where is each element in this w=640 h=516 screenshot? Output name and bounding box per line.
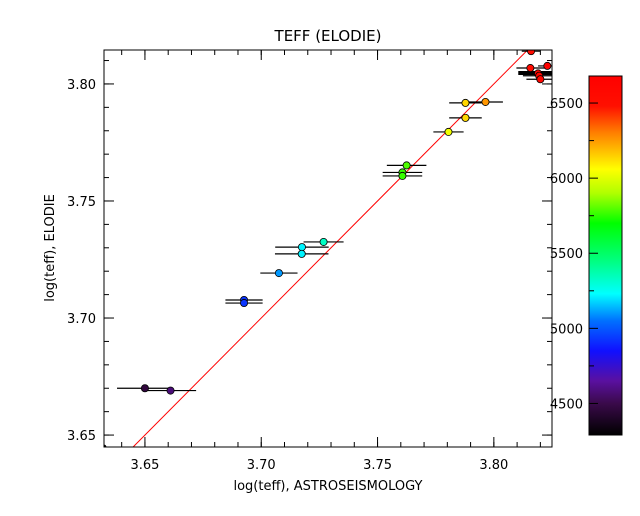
data-point xyxy=(140,384,149,393)
colorbar-tick-label: 6000 xyxy=(550,172,583,187)
data-point xyxy=(461,98,470,107)
data-point xyxy=(398,171,407,180)
data-point xyxy=(274,269,283,278)
data-point xyxy=(402,161,411,170)
y-axis-label: log(teff), ELODIE xyxy=(43,194,58,302)
data-point xyxy=(297,243,306,252)
colorbar: 4500 5000 5500 6000 6500 xyxy=(550,75,623,436)
colorbar-gradient xyxy=(588,75,623,436)
data-point xyxy=(444,127,453,136)
x-axis-label: log(teff), ASTROSEISMOLOGY xyxy=(233,479,422,494)
colorbar-tick-label: 5000 xyxy=(550,322,583,337)
reference-line-y-equals-x xyxy=(132,50,529,447)
x-tick-label: 3.65 xyxy=(130,458,159,473)
y-tick-label: 3.65 xyxy=(67,429,96,444)
data-point xyxy=(319,237,328,246)
chart-title: TEFF (ELODIE) xyxy=(274,27,382,45)
y-tick-label: 3.70 xyxy=(67,312,96,327)
x-tick-label: 3.80 xyxy=(479,458,508,473)
data-point xyxy=(527,50,536,56)
data-point xyxy=(166,386,175,395)
data-point xyxy=(297,249,306,258)
y-tick-label: 3.80 xyxy=(67,78,96,93)
data-point xyxy=(240,299,249,308)
data-point xyxy=(543,61,552,70)
data-point xyxy=(481,97,490,106)
data-point xyxy=(461,113,470,122)
x-tick-label: 3.75 xyxy=(363,458,392,473)
data-point xyxy=(536,75,545,84)
colorbar-tick-label: 4500 xyxy=(550,397,583,412)
x-tick-label: 3.70 xyxy=(247,458,276,473)
colorbar-tick-label: 6500 xyxy=(550,97,583,112)
data-point xyxy=(526,64,535,73)
plot-frame xyxy=(103,49,553,448)
colorbar-tick-label: 5500 xyxy=(550,247,583,262)
y-tick-label: 3.75 xyxy=(67,195,96,210)
